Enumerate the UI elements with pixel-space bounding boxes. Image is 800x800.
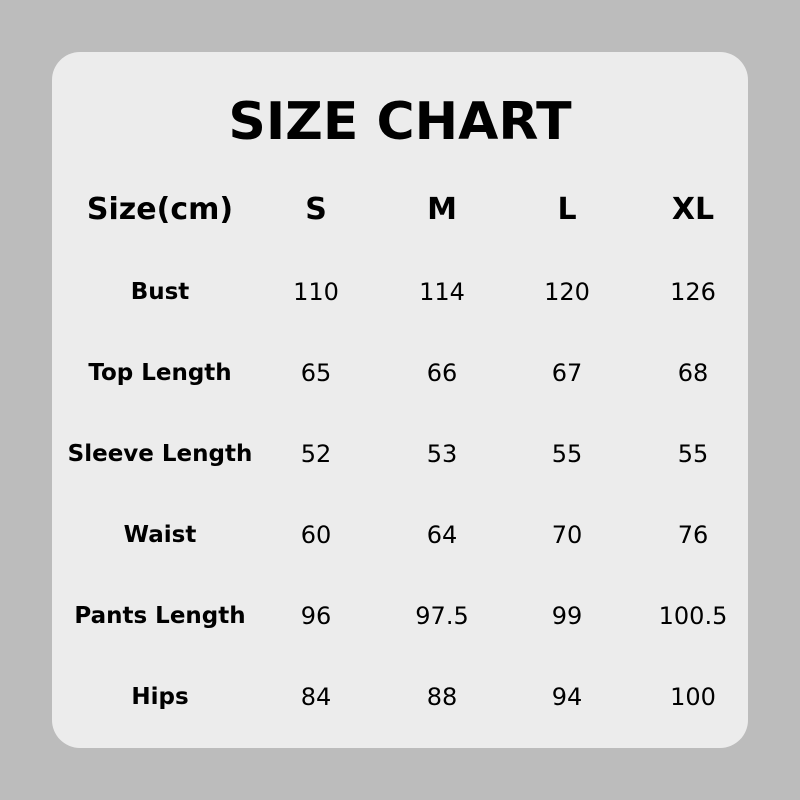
- table-cell: 53: [426, 440, 458, 468]
- row-label: Top Length: [88, 360, 232, 386]
- header-size-m: M: [427, 192, 457, 227]
- table-cell: 94: [551, 683, 583, 711]
- table-cell: 68: [677, 359, 709, 387]
- table-cell: 76: [677, 521, 709, 549]
- table-cell: 126: [670, 278, 716, 306]
- table-cell: 99: [551, 602, 583, 630]
- row-label: Hips: [131, 684, 189, 710]
- size-chart-card: [52, 52, 748, 748]
- table-cell: 52: [300, 440, 332, 468]
- table-cell: 114: [419, 278, 465, 306]
- header-size-l: L: [557, 192, 577, 227]
- table-cell: 64: [426, 521, 458, 549]
- header-size-xl: XL: [671, 192, 715, 227]
- table-cell: 84: [300, 683, 332, 711]
- header-size-s: S: [305, 192, 327, 227]
- row-label: Bust: [130, 279, 190, 305]
- table-cell: 88: [426, 683, 458, 711]
- table-cell: 67: [551, 359, 583, 387]
- table-cell: 100.5: [658, 602, 728, 630]
- table-cell: 65: [300, 359, 332, 387]
- table-cell: 60: [300, 521, 332, 549]
- table-cell: 110: [293, 278, 339, 306]
- page-title: SIZE CHART: [228, 92, 572, 152]
- table-cell: 55: [677, 440, 709, 468]
- row-label: Pants Length: [74, 603, 246, 629]
- table-cell: 66: [426, 359, 458, 387]
- header-size-label: Size(cm): [86, 192, 234, 227]
- row-label: Sleeve Length: [67, 441, 253, 467]
- table-cell: 96: [300, 602, 332, 630]
- table-cell: 55: [551, 440, 583, 468]
- table-cell: 97.5: [415, 602, 469, 630]
- table-cell: 70: [551, 521, 583, 549]
- table-cell: 120: [544, 278, 590, 306]
- row-label: Waist: [123, 522, 197, 548]
- table-cell: 100: [670, 683, 716, 711]
